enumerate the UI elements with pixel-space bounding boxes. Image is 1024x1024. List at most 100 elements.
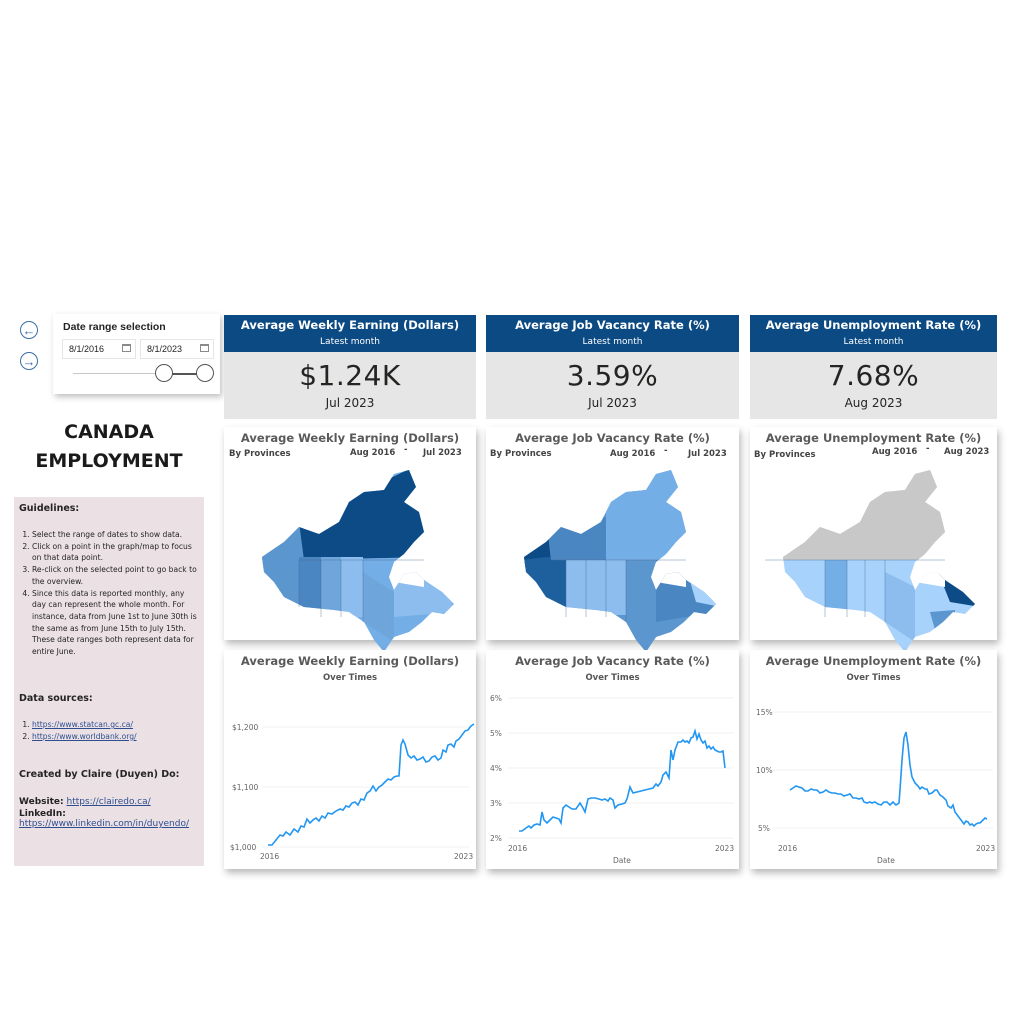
y-tick: 5% [758,824,770,833]
guidelines-heading: Guidelines: [19,503,80,514]
title-line-2: EMPLOYMENT [35,450,183,472]
line-chart-plot[interactable]: $1,200 $1,100 $1,000 2016 2023 [224,690,476,869]
date-range-title: Date range selection [63,321,166,333]
kpi-value: $1.24K [299,359,401,392]
x-tick: 2023 [715,844,734,853]
calendar-icon[interactable] [200,344,209,352]
line-chart-unemployment: Average Unemployment Rate (%) Over Times… [750,650,997,869]
end-date-input[interactable]: 8/1/2023 [140,339,214,359]
guideline-item: Click on a point in the graph/map to foc… [32,541,200,564]
kpi-unemployment: Average Unemployment Rate (%) Latest mon… [750,315,997,419]
map-by-label: By Provinces [490,449,552,459]
x-tick: 2016 [508,844,527,853]
map-from-date: Aug 2016 [350,448,396,458]
start-date-value: 8/1/2016 [69,344,105,354]
guideline-item: Select the range of dates to show data. [32,529,200,541]
start-date-input[interactable]: 8/1/2016 [62,339,136,359]
y-tick: 6% [490,694,502,703]
date-slider-track[interactable] [73,373,183,374]
end-slider-handle[interactable] [196,364,214,382]
map-by-label: By Provinces [754,450,816,460]
map-card-weekly-earning: Average Weekly Earning (Dollars) By Prov… [224,427,476,652]
map-card-job-vacancy: Average Job Vacancy Rate (%) By Province… [486,427,739,652]
kpi-value: 7.68% [827,359,920,392]
kpi-title: Average Job Vacancy Rate (%) [515,318,710,332]
guidelines-list: Select the range of dates to show data. … [14,529,200,658]
canada-choropleth-map[interactable] [506,462,726,657]
chart-title: Average Unemployment Rate (%) [765,654,982,668]
x-axis-label: Date [613,856,631,865]
kpi-value: 3.59% [566,359,659,392]
chart-title: Average Weekly Earning (Dollars) [240,654,460,668]
arrow-left-circle-icon: ← [22,322,36,338]
calendar-icon[interactable] [122,344,131,352]
kpi-title: Average Weekly Earning (Dollars) [240,318,460,332]
sources-heading: Data sources: [19,693,93,704]
website-line: Website: https://clairedo.ca/ [19,797,151,807]
chart-subtitle: Over Times [585,673,640,683]
website-link[interactable]: https://clairedo.ca/ [66,797,151,807]
x-tick: 2023 [454,852,473,861]
x-tick: 2016 [778,844,797,853]
y-tick: 4% [490,764,502,773]
end-date-value: 8/1/2023 [147,344,183,354]
line-chart-plot[interactable]: 15% 10% 5% 2016 2023 Date [750,690,997,869]
map-from-date: Aug 2016 [872,447,918,457]
canada-choropleth-map[interactable] [765,462,985,657]
kpi-header: Average Weekly Earning (Dollars) Latest … [224,315,476,352]
map-card-unemployment: Average Unemployment Rate (%) By Provinc… [750,427,997,652]
source-link-statcan[interactable]: https://www.statcan.gc.ca/ [32,720,133,729]
start-slider-handle[interactable] [155,364,173,382]
kpi-date: Aug 2023 [844,396,903,410]
back-button[interactable]: ← [20,321,38,339]
arrow-right-circle-icon: → [22,353,36,369]
map-title: Average Job Vacancy Rate (%) [515,431,710,445]
line-chart-job-vacancy: Average Job Vacancy Rate (%) Over Times … [486,650,739,869]
map-to-date: Jul 2023 [688,449,727,459]
kpi-subtitle: Latest month [582,337,643,347]
x-tick: 2023 [976,844,995,853]
x-tick: 2016 [260,852,279,861]
line-chart-plot[interactable]: 6% 5% 4% 3% 2% 2016 2023 Date [486,690,739,869]
y-tick: $1,200 [232,723,258,732]
created-by: Created by Claire (Duyen) Do: [19,769,180,780]
kpi-date: Jul 2023 [588,396,637,410]
canada-choropleth-map[interactable] [244,462,464,657]
y-tick: 10% [756,766,773,775]
y-tick: $1,100 [232,783,258,792]
x-axis-label: Date [877,856,895,865]
y-tick: $1,000 [230,843,256,852]
guideline-item: Since this data is reported monthly, any… [32,588,200,658]
kpi-subtitle: Latest month [320,337,380,347]
title-line-1: CANADA [64,421,154,443]
kpi-header: Average Job Vacancy Rate (%) Latest mont… [486,315,739,352]
linkedin-link[interactable]: https://www.linkedin.com/in/duyendo/ [19,819,190,829]
map-to-date: Jul 2023 [423,448,462,458]
guideline-item: Re-click on the selected point to go bac… [32,564,200,587]
map-date-separator: - [926,444,930,454]
y-tick: 2% [490,834,502,843]
map-from-date: Aug 2016 [610,449,656,459]
kpi-subtitle: Latest month [843,337,904,347]
y-tick: 5% [490,729,502,738]
line-chart-weekly-earning: Average Weekly Earning (Dollars) Over Ti… [224,650,476,869]
map-title: Average Weekly Earning (Dollars) [240,431,460,445]
y-tick: 3% [490,799,502,808]
chart-subtitle: Over Times [322,673,378,683]
map-to-date: Aug 2023 [944,447,990,457]
map-date-separator: - [664,446,668,456]
website-label: Website: [19,797,64,807]
sources-list: https://www.statcan.gc.ca/ https://www.w… [14,719,200,742]
kpi-title: Average Unemployment Rate (%) [765,318,982,332]
date-slider-range [169,373,199,375]
source-link-worldbank[interactable]: https://www.worldbank.org/ [32,731,137,741]
dashboard-title: CANADA EMPLOYMENT [14,418,204,476]
kpi-weekly-earning: Average Weekly Earning (Dollars) Latest … [224,315,476,419]
kpi-job-vacancy: Average Job Vacancy Rate (%) Latest mont… [486,315,739,419]
map-by-label: By Provinces [229,449,291,459]
linkedin-line: LinkedIn: https://www.linkedin.com/in/du… [19,809,189,829]
chart-title: Average Job Vacancy Rate (%) [515,654,710,668]
map-title: Average Unemployment Rate (%) [765,431,982,445]
kpi-date: Jul 2023 [325,396,375,410]
forward-button[interactable]: → [20,352,38,370]
